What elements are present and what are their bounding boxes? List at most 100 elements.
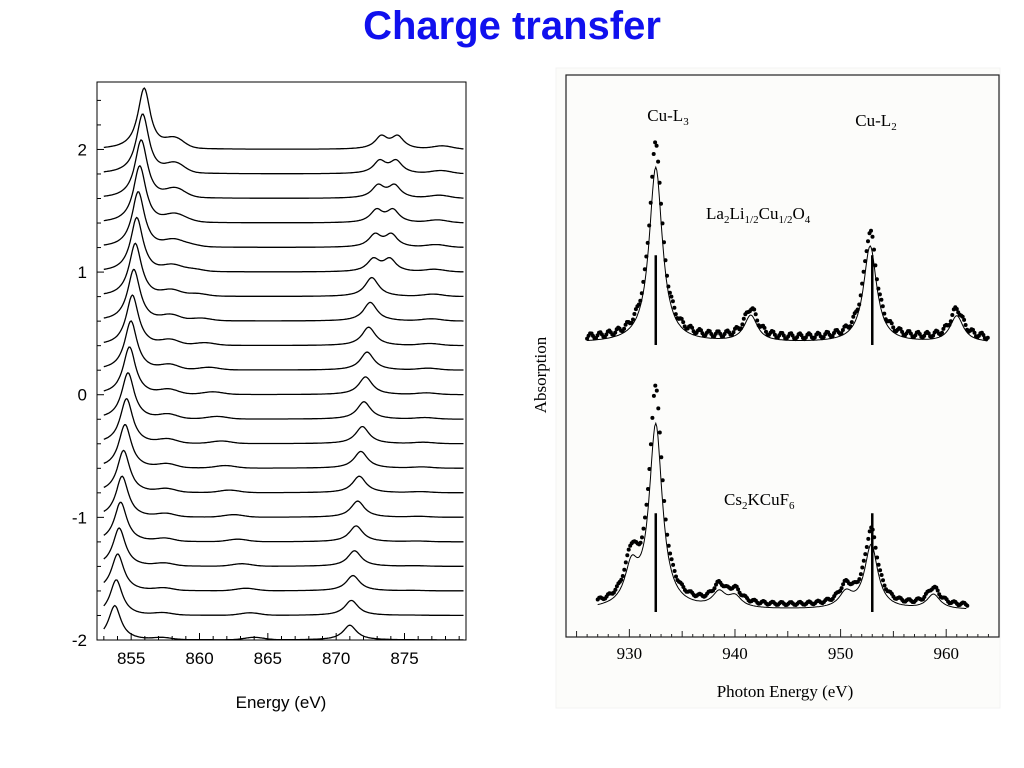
measured-data-point <box>662 240 666 245</box>
measured-data-point <box>878 568 883 573</box>
measured-data-point <box>644 254 649 259</box>
measured-data-point <box>643 515 647 520</box>
right-x-tick-label: 930 <box>617 644 643 663</box>
measured-data-point <box>663 258 668 263</box>
measured-data-point <box>673 312 678 317</box>
measured-data-point <box>631 317 635 322</box>
measured-data-point <box>666 543 671 548</box>
measured-data-point <box>935 588 940 593</box>
measured-data-point <box>874 277 879 282</box>
measured-data-point <box>812 335 817 340</box>
left-spectrum-curve <box>103 449 464 494</box>
measured-data-point <box>636 302 641 307</box>
left-spectrum-curve <box>103 501 464 543</box>
left-spectrum-curve <box>103 113 464 175</box>
left-y-tick-label: 0 <box>78 386 87 405</box>
measured-data-point <box>659 201 663 206</box>
left-x-ticks: 855 860 865 870 875 <box>103 633 460 668</box>
measured-data-point <box>672 569 677 573</box>
left-spectrum-curve <box>103 268 464 322</box>
measured-data-point <box>861 558 866 563</box>
measured-data-point <box>857 577 862 582</box>
left-x-tick-label: 860 <box>185 649 213 668</box>
right-x-tick-label: 950 <box>828 644 854 663</box>
measured-data-point <box>877 292 882 297</box>
measured-data-point <box>851 314 856 319</box>
measured-data-point <box>860 565 865 570</box>
measured-data-point <box>736 587 741 592</box>
measured-data-point <box>638 540 643 545</box>
left-spectrum-curve <box>103 191 464 248</box>
measured-data-point <box>731 330 736 335</box>
measured-data-point <box>740 322 745 327</box>
measured-data-point <box>667 290 672 295</box>
left-spectrum-curve <box>103 294 464 347</box>
measured-data-point <box>646 487 650 491</box>
measured-data-point <box>660 221 665 226</box>
measured-data-point <box>660 478 665 483</box>
left-spectrum-curve <box>103 475 464 518</box>
measured-data-point <box>841 582 846 587</box>
measured-data-point <box>864 249 869 254</box>
right-x-tick-label: 940 <box>722 644 748 663</box>
measured-data-point <box>962 317 967 322</box>
measured-data-point <box>651 393 656 398</box>
left-x-tick-label: 865 <box>254 649 282 668</box>
measured-data-point <box>879 573 884 577</box>
left-x-tick-label: 855 <box>117 649 145 668</box>
measured-data-point <box>866 536 871 541</box>
measured-data-point <box>653 383 658 388</box>
measured-data-point <box>654 143 659 148</box>
measured-data-point <box>647 467 652 471</box>
left-spectrum-curve <box>103 424 464 469</box>
measured-data-point <box>651 152 656 156</box>
measured-data-point <box>642 267 647 272</box>
measured-data-point <box>613 330 618 335</box>
measured-data-point <box>632 312 637 316</box>
left-spectrum-curve <box>103 164 464 224</box>
measured-data-point <box>650 415 655 420</box>
measured-data-point <box>840 328 845 332</box>
measured-data-point <box>867 529 872 534</box>
left-x-tick-label: 870 <box>322 649 350 668</box>
measured-data-point <box>879 297 884 302</box>
measured-data-point <box>679 316 684 321</box>
measured-data-point <box>880 304 885 309</box>
measured-data-point <box>668 551 673 556</box>
left-spectra-chart: 855 860 865 870 875 -2 -1 0 1 2 Energy (eV) <box>72 81 467 712</box>
measured-data-point <box>656 406 661 411</box>
measured-data-point <box>669 294 674 299</box>
measured-data-point <box>665 273 669 278</box>
measured-data-point <box>881 578 885 583</box>
measured-data-point <box>861 269 866 274</box>
left-spectrum-curve <box>103 527 464 567</box>
left-spectrum-curve <box>103 553 464 592</box>
measured-data-point <box>648 442 653 447</box>
measured-data-point <box>622 567 627 572</box>
measured-data-point <box>681 585 686 589</box>
measured-data-point <box>650 174 655 179</box>
measured-data-point <box>699 328 703 333</box>
left-y-tick-label: -2 <box>72 631 87 650</box>
measured-data-point <box>891 325 896 330</box>
left-spectrum-curve <box>103 579 464 617</box>
measured-data-point <box>620 574 625 578</box>
left-spectrum-curve <box>103 216 464 273</box>
measured-data-point <box>947 322 952 327</box>
right-panel-background <box>555 67 1001 709</box>
left-spectrum-curve <box>103 346 464 396</box>
measured-data-point <box>863 259 868 264</box>
measured-data-point <box>640 535 644 540</box>
measured-data-point <box>654 388 659 393</box>
left-y-tick-label: -1 <box>72 508 87 527</box>
left-spectrum-curve <box>103 138 464 199</box>
measured-data-point <box>931 333 936 338</box>
right-absorption-chart: 930 940 950 960 Photon Energy (eV) Absorpti… <box>531 67 1001 709</box>
left-plot-frame <box>96 81 467 641</box>
measured-data-point <box>604 332 609 337</box>
measured-data-point <box>712 586 717 591</box>
measured-data-point <box>855 307 860 312</box>
measured-data-point <box>613 587 618 592</box>
measured-data-point <box>882 311 887 316</box>
